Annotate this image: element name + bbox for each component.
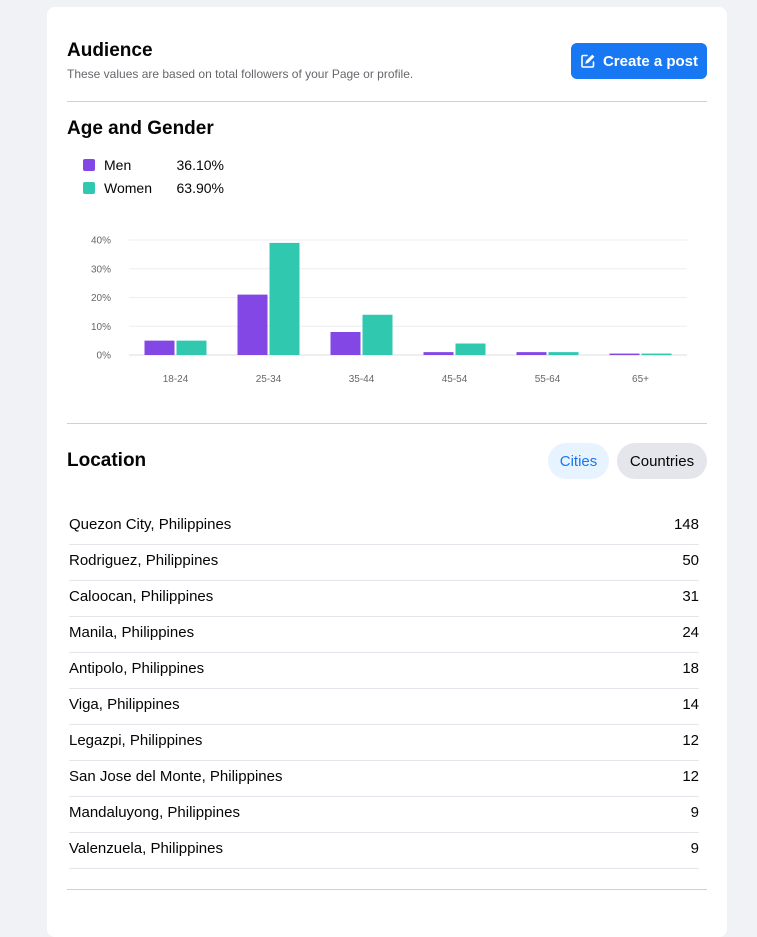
location-row: Rodriguez, Philippines 50: [69, 544, 699, 581]
women-swatch: [83, 182, 95, 194]
x-tick-label: 35-44: [349, 374, 375, 385]
audience-title: Audience: [67, 40, 153, 61]
location-row: Viga, Philippines 14: [69, 688, 699, 725]
location-row: Mandaluyong, Philippines 9: [69, 796, 699, 833]
bar-women-25-34[interactable]: [269, 242, 300, 355]
location-count: 50: [682, 552, 699, 569]
y-tick-label: 20%: [91, 293, 111, 304]
x-tick-label: 45-54: [442, 374, 468, 385]
location-count: 12: [682, 732, 699, 749]
location-name: Antipolo, Philippines: [69, 660, 205, 677]
legend-value-men: 36.10%: [176, 157, 224, 173]
tab-cities[interactable]: Cities: [548, 443, 609, 479]
x-tick-label: 55-64: [535, 374, 561, 385]
tab-countries[interactable]: Countries: [617, 443, 707, 479]
location-row: Antipolo, Philippines 18: [69, 652, 699, 689]
location-row: Quezon City, Philippines 148: [69, 508, 699, 545]
divider: [67, 889, 707, 890]
bar-women-55-64[interactable]: [548, 352, 579, 355]
location-name: San Jose del Monte, Philippines: [69, 768, 283, 785]
location-name: Mandaluyong, Philippines: [69, 804, 240, 821]
x-tick-label: 18-24: [163, 374, 189, 385]
bar-men-18-24[interactable]: [144, 340, 175, 355]
bar-women-45-54[interactable]: [455, 343, 486, 356]
legend-label-women: Women: [104, 180, 152, 196]
divider: [67, 101, 707, 102]
bar-women-65+[interactable]: [641, 353, 672, 356]
y-tick-label: 0%: [97, 351, 112, 362]
legend-label-men: Men: [104, 157, 132, 173]
location-name: Valenzuela, Philippines: [69, 840, 223, 857]
bar-men-45-54[interactable]: [423, 352, 454, 355]
location-count: 24: [682, 624, 699, 641]
location-name: Manila, Philippines: [69, 624, 195, 641]
location-count: 9: [690, 840, 699, 857]
location-row: Valenzuela, Philippines 9: [69, 832, 699, 869]
bar-women-18-24[interactable]: [176, 340, 207, 355]
location-name: Viga, Philippines: [69, 696, 180, 713]
create-post-button[interactable]: Create a post: [571, 43, 707, 79]
y-tick-label: 40%: [91, 236, 111, 247]
divider: [67, 423, 707, 424]
location-row: Manila, Philippines 24: [69, 616, 699, 653]
location-count: 31: [682, 588, 699, 605]
bar-women-35-44[interactable]: [362, 314, 393, 355]
age-gender-title: Age and Gender: [67, 118, 214, 139]
audience-subtitle: These values are based on total follower…: [67, 67, 414, 81]
location-row: Legazpi, Philippines 12: [69, 724, 699, 761]
y-tick-label: 10%: [91, 322, 111, 333]
bar-men-35-44[interactable]: [330, 332, 361, 355]
x-tick-label: 65+: [632, 374, 649, 385]
location-row: San Jose del Monte, Philippines 12: [69, 760, 699, 797]
location-count: 148: [673, 516, 699, 533]
location-name: Quezon City, Philippines: [69, 516, 232, 533]
bar-men-65+[interactable]: [609, 353, 640, 356]
location-name: Caloocan, Philippines: [69, 588, 214, 605]
bar-men-25-34[interactable]: [237, 294, 268, 355]
legend-item-women: Women 63.90%: [83, 180, 224, 196]
location-count: 12: [682, 768, 699, 785]
legend-item-men: Men 36.10%: [83, 157, 224, 173]
age-gender-chart: 0% 10% 20% 30% 40% 18-24 25-34 35-44 45-54 55-64 6…: [91, 236, 687, 385]
x-tick-label: 25-34: [256, 374, 282, 385]
location-name: Legazpi, Philippines: [69, 732, 203, 749]
y-tick-label: 30%: [91, 264, 111, 275]
location-title: Location: [67, 450, 147, 471]
location-row: Caloocan, Philippines 31: [69, 580, 699, 617]
location-count: 9: [690, 804, 699, 821]
location-count: 14: [682, 696, 699, 713]
audience-card: Audience These values are based on total…: [47, 7, 727, 937]
bar-men-55-64[interactable]: [516, 352, 547, 355]
edit-icon: [580, 53, 596, 69]
legend-value-women: 63.90%: [176, 180, 224, 196]
location-count: 18: [682, 660, 699, 677]
location-name: Rodriguez, Philippines: [69, 552, 219, 569]
men-swatch: [83, 159, 95, 171]
create-post-label: Create a post: [602, 52, 699, 70]
